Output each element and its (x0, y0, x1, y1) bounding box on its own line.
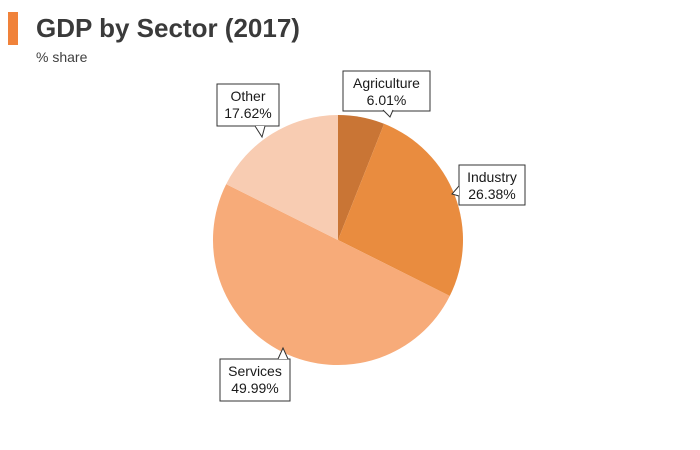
pie-slice-services (212, 184, 450, 366)
chart-subtitle: % share (36, 49, 88, 65)
label-pointer (382, 109, 394, 118)
slice-value-label: 49.99% (231, 380, 278, 396)
title-accent-bar (8, 12, 18, 45)
label-box (458, 164, 526, 206)
slice-name-label: Services (228, 363, 282, 379)
chart-title: GDP by Sector (2017) (36, 13, 300, 43)
label-box (219, 358, 291, 402)
pie-slice-industry (338, 123, 463, 296)
slice-name-label: Agriculture (353, 75, 420, 91)
slice-value-label: 6.01% (367, 92, 407, 108)
pie-slice-agriculture (338, 115, 385, 240)
slice-name-label: Industry (467, 169, 517, 185)
slice-value-label: 26.38% (468, 186, 515, 202)
label-box (216, 83, 280, 127)
slice-value-label: 17.62% (224, 105, 271, 121)
label-pointer (451, 185, 460, 197)
pie-slice-other (226, 115, 338, 240)
slice-name-label: Other (230, 88, 265, 104)
label-box (342, 70, 431, 112)
label-pointer (277, 346, 289, 360)
label-pointer (254, 125, 266, 139)
